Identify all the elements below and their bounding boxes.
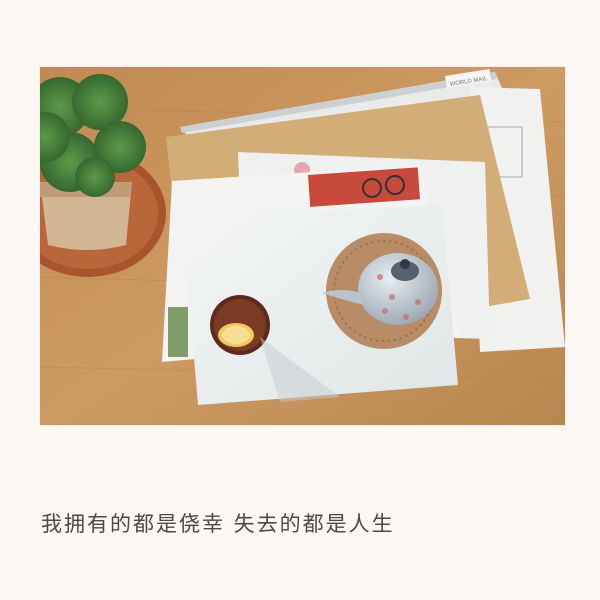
mail-stamp-text: WORLD MAIL: [449, 76, 488, 88]
teapot-lid: [391, 261, 419, 281]
teapot-spout: [322, 290, 364, 305]
plant-pot: [40, 182, 132, 250]
photo-illustration: WORLD MAIL: [40, 67, 565, 425]
tea-still-life-photo: WORLD MAIL: [40, 67, 565, 425]
plant-leaves: [40, 74, 146, 197]
caption-text: 我拥有的都是侥幸 失去的都是人生: [41, 512, 395, 536]
